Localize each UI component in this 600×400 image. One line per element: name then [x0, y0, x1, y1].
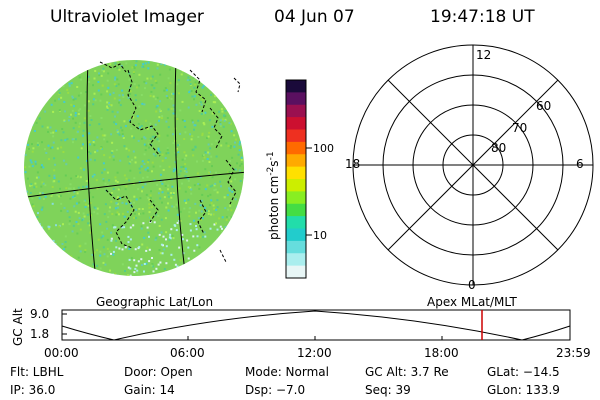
colorbar-swatch: [286, 228, 306, 242]
colorbar-swatch: [286, 92, 306, 106]
time-tick-1800: 18:00: [424, 346, 459, 360]
info-flt: Flt: LBHL: [10, 365, 64, 379]
info-gain: Gain: 14: [124, 383, 175, 397]
colorbar-swatch: [286, 154, 306, 168]
info-glat: GLat: −14.5: [487, 365, 560, 379]
info-gcalt: GC Alt: 3.7 Re: [365, 365, 449, 379]
polar-diagonal-2: [387, 79, 559, 251]
mlt-label-12: 12: [476, 48, 491, 62]
apex-label: Apex MLat/MLT: [427, 295, 517, 309]
app-title: Ultraviolet Imager: [50, 7, 204, 27]
mlt-label-0: 0: [468, 278, 476, 292]
info-seq: Seq: 39: [365, 383, 411, 397]
altitude-ytick-1: 1.8: [30, 327, 50, 341]
altitude-ticks: [62, 313, 443, 340]
colorbar-swatch: [286, 240, 306, 254]
colorbar-swatch: [286, 265, 306, 279]
info-door: Door: Open: [124, 365, 193, 379]
date-label: 04 Jun 07: [274, 7, 355, 27]
lat-label-80: 80: [491, 141, 506, 155]
uv-image-disk: [24, 60, 244, 276]
info-ip: IP: 36.0: [10, 383, 56, 397]
mlt-label-6: 6: [576, 157, 584, 171]
colorbar-swatch: [286, 166, 306, 180]
info-dsp: Dsp: −7.0: [245, 383, 306, 397]
info-mode: Mode: Normal: [245, 365, 329, 379]
altitude-ylabel: GC Alt: [11, 308, 25, 346]
colorbar-swatch: [286, 104, 306, 118]
time-label: 19:47:18 UT: [430, 7, 535, 27]
lat-label-60: 60: [536, 99, 551, 113]
geographic-label: Geographic Lat/Lon: [96, 295, 214, 309]
time-tick-1200: 12:00: [297, 346, 332, 360]
colorbar-swatch: [286, 191, 306, 205]
mlt-label-18: 18: [345, 157, 360, 171]
colorbar-swatch: [286, 141, 306, 155]
time-tick-0600: 06:00: [170, 346, 205, 360]
colorbar: [286, 80, 306, 279]
colorbar-tick-label-10: 10: [313, 229, 327, 242]
colorbar-swatch: [286, 80, 306, 93]
colorbar-swatch: [286, 203, 306, 217]
time-tick-0000: 00:00: [44, 346, 79, 360]
altitude-plot-frame: [61, 309, 571, 341]
geographic-grid: [24, 60, 244, 276]
altitude-ytick-9: 9.0: [30, 307, 50, 321]
info-glon: GLon: 133.9: [487, 383, 560, 397]
time-tick-2359: 23:59: [556, 346, 591, 360]
colorbar-swatch: [286, 129, 306, 143]
colorbar-swatch: [286, 179, 306, 192]
colorbar-swatch: [286, 216, 306, 229]
colorbar-frame: [285, 79, 307, 279]
colorbar-label: photon cm-2s-1: [266, 151, 281, 240]
lat-label-70: 70: [512, 121, 527, 135]
colorbar-swatch: [286, 253, 306, 267]
altitude-curve: [61, 310, 571, 341]
colorbar-tick-label-100: 100: [313, 142, 334, 155]
coastlines: [99, 61, 241, 263]
colorbar-swatch: [286, 117, 306, 130]
polar-plot: [352, 44, 594, 286]
